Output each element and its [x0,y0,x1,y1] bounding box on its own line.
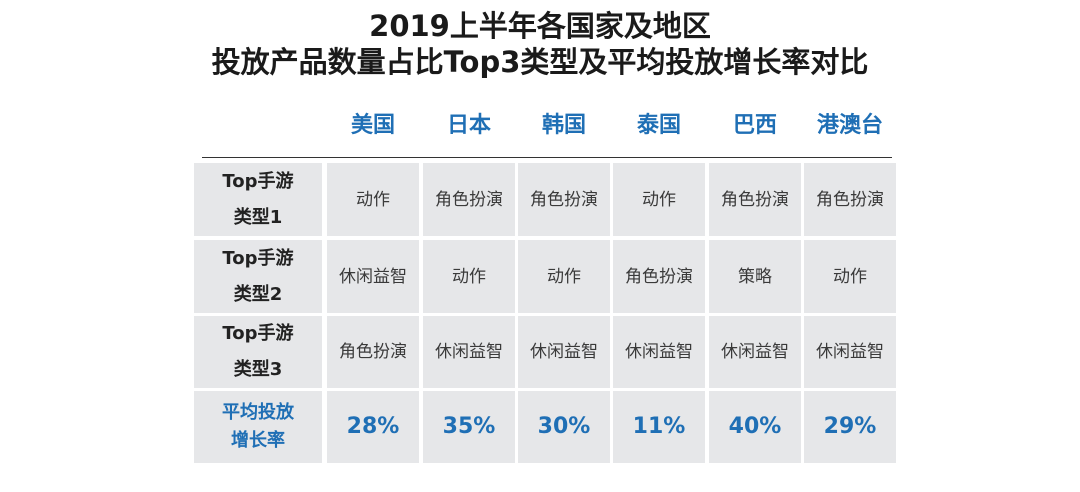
column-header: 泰国 [636,113,681,138]
row-header: Top手游类型2 [194,240,322,313]
column-header: 港澳台 [816,113,883,138]
table-cell: 休闲益智 [327,240,419,313]
row-header: Top手游类型1 [194,163,322,236]
table-cell: 角色扮演 [709,163,801,236]
table-cell: 休闲益智 [804,316,896,388]
table-cell: 休闲益智 [613,316,705,388]
row-header-line2: 类型3 [233,359,283,380]
table-cell: 休闲益智 [709,316,801,388]
table-cell: 动作 [613,163,705,236]
growth-rate-cell: 29% [804,391,896,463]
table-cell: 休闲益智 [423,316,515,388]
table-cell: 休闲益智 [518,316,610,388]
column-header: 日本 [446,113,491,138]
table-cell: 角色扮演 [518,163,610,236]
growth-rate-cell: 35% [423,391,515,463]
growth-rate-cell: 30% [518,391,610,463]
row-header: 平均投放 增长率 [194,391,322,463]
table-cell: 角色扮演 [804,163,896,236]
table-cell: 角色扮演 [423,163,515,236]
table-cell: 动作 [804,240,896,313]
row-header: Top手游类型3 [194,316,322,388]
column-header: 美国 [350,113,395,138]
header-rule [202,157,892,158]
row-header-line1: 平均投放 [222,402,294,423]
chart-title-line1: 2019上半年各国家及地区 [369,9,711,43]
growth-rate-cell: 11% [613,391,705,463]
row-header-line2: 类型1 [233,206,283,228]
column-header: 韩国 [541,113,586,138]
table-cell: 动作 [327,163,419,236]
chart-title-line2: 投放产品数量占比Top3类型及平均投放增长率对比 [211,45,869,79]
table-cell: 动作 [423,240,515,313]
table-cell: 策略 [709,240,801,313]
row-header-line2: 增长率 [231,430,285,451]
table-cell: 角色扮演 [327,316,419,388]
growth-rate-cell: 28% [327,391,419,463]
row-header-line1: Top手游 [222,170,294,192]
table-cell: 动作 [518,240,610,313]
row-header-line1: Top手游 [222,247,294,269]
column-header: 巴西 [732,113,777,138]
growth-rate-cell: 40% [709,391,801,463]
table-cell: 角色扮演 [613,240,705,313]
row-header-line2: 类型2 [233,283,283,305]
row-header-line1: Top手游 [222,323,294,344]
